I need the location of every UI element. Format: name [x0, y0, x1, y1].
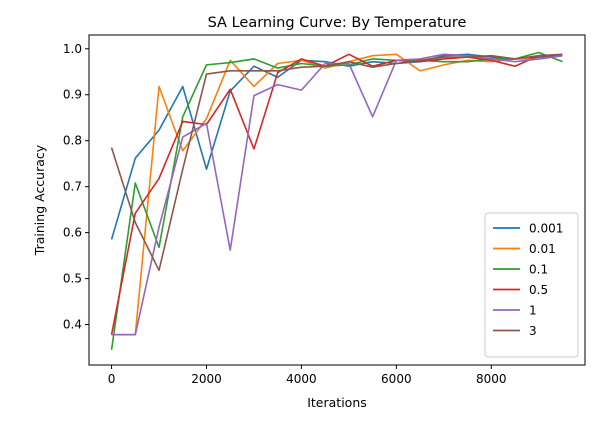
- y-tick-label: 0.6: [63, 226, 82, 240]
- series-lines: [110, 51, 563, 350]
- x-axis-label: Iterations: [307, 395, 367, 410]
- legend-label: 0.1: [529, 263, 548, 277]
- series-line-0: [110, 53, 563, 240]
- legend: 0.001 0.01 0.1 0.5 1 3: [484, 212, 579, 358]
- legend-label: 0.001: [529, 222, 563, 236]
- x-tick-label: 8000: [476, 372, 507, 386]
- y-tick-label: 0.4: [63, 318, 82, 332]
- y-tick-label: 0.5: [63, 272, 82, 286]
- x-tick-label: 0: [108, 372, 116, 386]
- y-tick-label: 0.7: [63, 180, 82, 194]
- chart-title: SA Learning Curve: By Temperature: [208, 15, 467, 31]
- x-tick-label: 4000: [286, 372, 317, 386]
- y-tick-label: 1.0: [63, 42, 82, 56]
- series-line-3: [110, 53, 563, 335]
- axes: 0 2000 4000 6000 8000 0.4 0.5 0.6 0.7 0.8 0.9 1.0: [63, 42, 507, 386]
- legend-label: 1: [529, 304, 537, 318]
- y-tick-label: 0.8: [63, 134, 82, 148]
- x-tick-label: 6000: [381, 372, 412, 386]
- legend-label: 3: [529, 324, 537, 338]
- legend-label: 0.5: [529, 283, 548, 297]
- y-axis-label: Training Accuracy: [32, 144, 47, 256]
- legend-label: 0.01: [529, 242, 556, 256]
- plot-frame: [88, 34, 586, 366]
- y-tick-label: 0.9: [63, 88, 82, 102]
- x-tick-label: 2000: [191, 372, 222, 386]
- series-line-5: [110, 53, 563, 272]
